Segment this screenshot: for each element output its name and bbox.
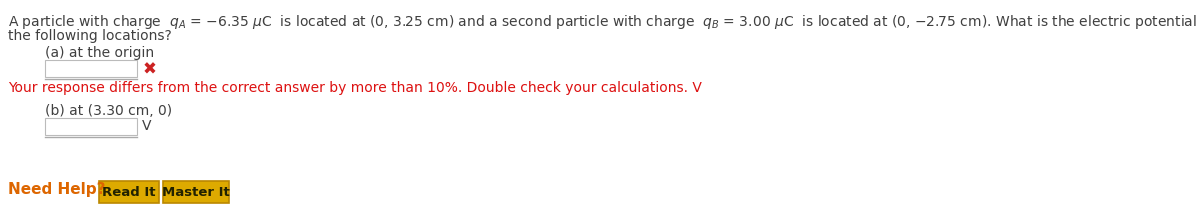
Text: Read It: Read It	[102, 185, 156, 198]
FancyBboxPatch shape	[163, 181, 229, 203]
Text: Your response differs from the correct answer by more than 10%. Double check you: Your response differs from the correct a…	[8, 81, 702, 95]
FancyBboxPatch shape	[46, 118, 137, 135]
Text: the following locations?: the following locations?	[8, 29, 172, 43]
FancyBboxPatch shape	[46, 60, 137, 77]
Text: ✖: ✖	[143, 61, 157, 79]
Text: (b) at (3.30 cm, 0): (b) at (3.30 cm, 0)	[46, 104, 172, 118]
Text: (a) at the origin: (a) at the origin	[46, 46, 154, 60]
Text: Need Help?: Need Help?	[8, 182, 106, 197]
FancyBboxPatch shape	[98, 181, 158, 203]
Text: A particle with charge  $q_A$ = $-$6.35 $\mu$C  is located at (0, 3.25 cm) and a: A particle with charge $q_A$ = $-$6.35 $…	[8, 13, 1200, 31]
Text: Master It: Master It	[162, 185, 230, 198]
Text: V: V	[142, 119, 151, 133]
